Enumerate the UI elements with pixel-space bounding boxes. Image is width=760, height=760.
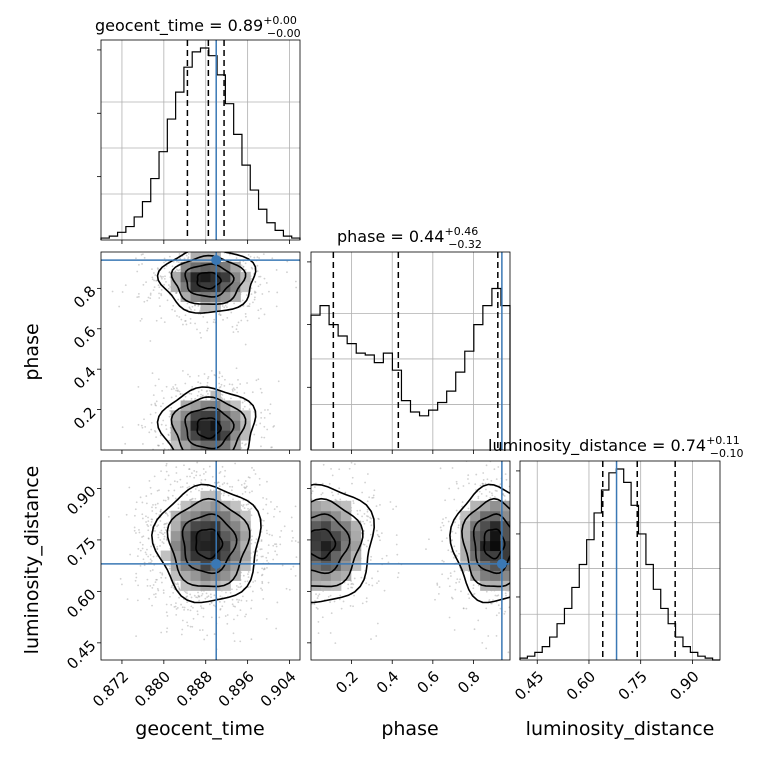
ytick-label-luminosity_distance: 0.90 — [63, 482, 99, 518]
ytick-label-phase: 0.6 — [70, 323, 100, 353]
xtick-label-luminosity_distance: 0.90 — [666, 668, 702, 704]
xtick-label-geocent_time: 0.896 — [215, 668, 258, 711]
ytick-label-phase: 0.4 — [70, 363, 100, 393]
panel-frame-phase-luminosity_distance — [310, 460, 511, 661]
xlabel-luminosity-distance: luminosity_distance — [526, 718, 715, 740]
title-phase: phase = 0.44+0.46 −0.32 — [337, 225, 482, 251]
xtick-label-luminosity_distance: 0.45 — [511, 668, 547, 704]
panel-frame-geocent_time — [100, 39, 301, 241]
title-geocent-time: geocent_time = 0.89+0.00 −0.00 — [95, 14, 301, 40]
density-geocent_time-luminosity_distance — [107, 461, 300, 651]
xtick-label-luminosity_distance: 0.75 — [615, 668, 651, 704]
histogram-luminosity_distance — [519, 468, 720, 661]
xtick-label-geocent_time: 0.872 — [89, 668, 132, 711]
contours-geocent_time-phase — [156, 252, 257, 450]
density-geocent_time-phase — [111, 252, 300, 450]
histogram-geocent_time — [100, 47, 301, 240]
truth-point — [211, 558, 222, 569]
xlabel-geocent-time: geocent_time — [135, 718, 264, 740]
xtick-label-geocent_time: 0.888 — [173, 668, 216, 711]
contours-phase-luminosity_distance — [311, 483, 510, 604]
panel-frame-luminosity_distance — [519, 460, 721, 661]
ytick-label-phase: 0.2 — [70, 403, 100, 433]
xlabel-phase: phase — [381, 718, 438, 740]
xtick-label-phase: 0.2 — [332, 668, 362, 698]
contour-layer — [150, 252, 510, 604]
truth-point — [496, 558, 507, 569]
grid-layer — [101, 40, 720, 660]
panel-frame-phase — [310, 251, 511, 451]
panel-frame-geocent_time-phase — [100, 251, 301, 451]
contours-geocent_time-luminosity_distance — [150, 483, 262, 604]
xtick-label-phase: 0.6 — [413, 668, 443, 698]
ylabel-phase: phase — [21, 323, 43, 380]
marker-layer — [101, 40, 676, 660]
ytick-label-luminosity_distance: 0.75 — [63, 534, 99, 570]
panel-frame-geocent_time-luminosity_distance — [100, 460, 301, 661]
title-luminosity-distance: luminosity_distance = 0.74+0.11 −0.10 — [488, 434, 744, 460]
ytick-label-phase: 0.8 — [70, 282, 100, 312]
xtick-label-phase: 0.8 — [454, 668, 484, 698]
tick-layer: 0.45 0.60 0.75 0.900.20.40.60.80.8720.8800.… — [63, 49, 703, 711]
histogram-phase — [310, 287, 511, 450]
xtick-label-phase: 0.4 — [373, 668, 403, 698]
xtick-label-geocent_time: 0.880 — [131, 668, 174, 711]
ytick-label-luminosity_distance: 0.60 — [63, 585, 99, 621]
frame-layer — [100, 39, 721, 661]
truth-point — [211, 255, 222, 266]
ytick-label-luminosity_distance: 0.45 — [63, 637, 99, 673]
xtick-label-luminosity_distance: 0.60 — [563, 668, 599, 704]
ylabel-luminosity-distance: luminosity_distance — [21, 466, 43, 655]
xtick-label-geocent_time: 0.904 — [257, 668, 300, 711]
